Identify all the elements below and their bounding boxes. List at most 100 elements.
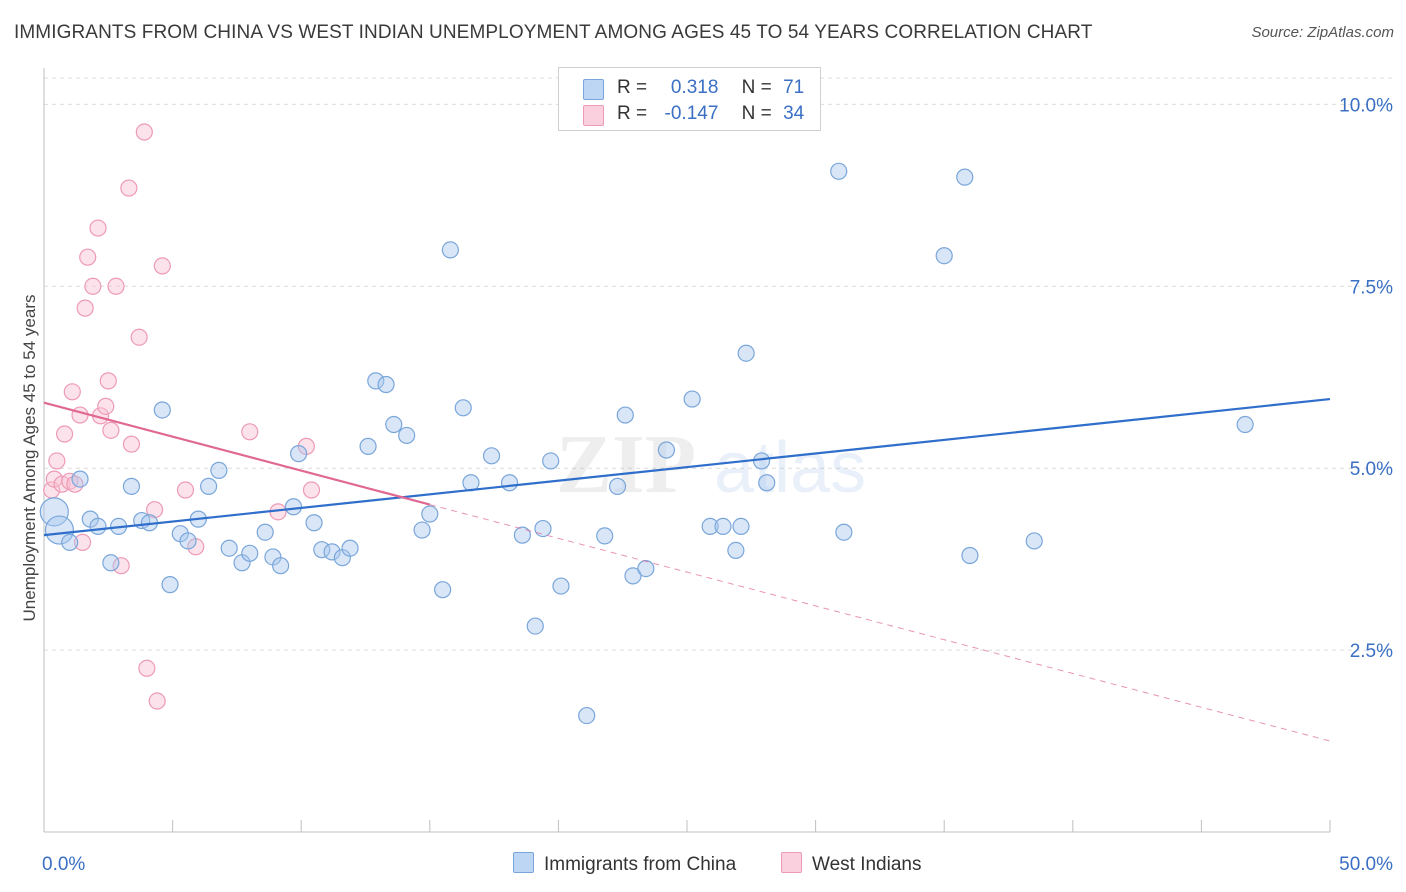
- legend-swatch-west-indians: [583, 105, 604, 126]
- west-indian-point: [130, 328, 148, 346]
- west-indian-point: [61, 472, 79, 490]
- china-point: [961, 546, 979, 565]
- bottom-legend-swatch-china: [513, 852, 534, 873]
- china-point: [161, 576, 179, 594]
- series-immigrants-from-china: [39, 162, 1254, 725]
- china-point: [220, 539, 238, 557]
- china-point: [256, 523, 274, 541]
- watermark: ZIP atlas: [556, 418, 866, 511]
- china-point: [752, 452, 771, 470]
- china-point: [624, 567, 642, 585]
- china-point: [241, 544, 259, 562]
- x-tick-label-min: 0.0%: [42, 854, 85, 875]
- china-point: [284, 498, 303, 516]
- x-tick-label-max: 50.0%: [1339, 854, 1393, 875]
- china-point: [39, 497, 69, 527]
- china-point: [89, 517, 107, 536]
- china-trend-line: [43, 397, 1331, 537]
- china-point: [657, 441, 676, 459]
- west-indian-point: [241, 423, 259, 441]
- legend-text-china: R = 0.318 N = 71: [617, 77, 805, 98]
- china-point: [534, 519, 552, 538]
- west-indian-point: [48, 452, 66, 470]
- china-point: [290, 445, 308, 463]
- west-indian-point: [122, 435, 141, 453]
- china-point: [305, 514, 323, 532]
- china-point: [210, 461, 228, 479]
- china-point: [323, 543, 341, 561]
- west-indian-trend-extension: [429, 504, 1331, 742]
- west-indian-point: [145, 501, 164, 519]
- china-point: [542, 452, 560, 470]
- china-point: [552, 577, 570, 595]
- bottom-legend-china: Immigrants from China: [513, 852, 736, 876]
- china-point: [441, 241, 459, 259]
- bottom-legend-swatch-west-indians: [781, 852, 802, 873]
- china-point: [513, 526, 531, 544]
- west-indian-trend-line: [43, 401, 431, 506]
- china-point: [102, 554, 120, 572]
- west-indian-point: [63, 383, 81, 401]
- china-point: [313, 541, 331, 559]
- chart-title: IMMIGRANTS FROM CHINA VS WEST INDIAN UNE…: [14, 22, 1093, 43]
- china-point: [398, 426, 416, 445]
- china-point: [830, 162, 848, 180]
- bottom-legend-label-west-indians: West Indians: [812, 854, 922, 875]
- china-point: [153, 401, 171, 419]
- china-point: [200, 477, 218, 495]
- china-point: [500, 474, 519, 492]
- source-label: Source: ZipAtlas.com: [1251, 24, 1394, 41]
- china-point: [683, 390, 701, 408]
- west-indian-point: [102, 421, 120, 439]
- china-point: [44, 515, 75, 545]
- china-point: [1025, 532, 1043, 550]
- china-point: [367, 372, 385, 390]
- china-point: [377, 375, 395, 394]
- china-point: [616, 406, 634, 424]
- west-indian-point: [176, 481, 195, 499]
- watermark-atlas: atlas: [714, 428, 866, 508]
- tick-labels: 2.5% 5.0% 7.5% 10.0% 0.0% 50.0%: [42, 95, 1393, 875]
- china-point: [413, 521, 431, 539]
- china-point: [737, 344, 755, 362]
- west-indian-point: [97, 397, 115, 415]
- china-point: [637, 560, 655, 578]
- legend-text-west-indians: R = -0.147 N = 34: [617, 103, 805, 124]
- west-indian-point: [302, 481, 321, 499]
- china-point: [179, 532, 197, 550]
- west-indian-point: [112, 557, 130, 575]
- china-point: [956, 168, 974, 186]
- china-point: [758, 474, 776, 492]
- china-point: [122, 477, 141, 495]
- legend-swatch-china: [583, 79, 604, 100]
- correlation-legend: R = 0.318 N = 71 R = -0.147 N = 34: [558, 67, 821, 131]
- west-indian-point: [138, 659, 156, 677]
- china-point: [341, 539, 359, 557]
- west-indian-point: [89, 219, 107, 237]
- west-indian-point: [120, 179, 138, 197]
- west-indian-point: [135, 123, 153, 141]
- china-point: [1236, 415, 1254, 434]
- china-point: [61, 533, 79, 552]
- y-tick-label: 7.5%: [1350, 277, 1393, 298]
- west-indian-point: [76, 299, 94, 317]
- west-indian-point: [73, 533, 92, 552]
- west-indian-point: [153, 257, 171, 275]
- west-indian-point: [71, 406, 89, 424]
- china-point: [71, 470, 89, 488]
- china-point: [596, 527, 614, 545]
- china-point: [359, 437, 377, 455]
- china-point: [714, 517, 732, 536]
- china-point: [385, 415, 403, 434]
- west-indian-point: [84, 277, 102, 295]
- china-point: [454, 399, 472, 417]
- china-point: [482, 447, 501, 465]
- china-point: [272, 557, 290, 575]
- axes: [43, 68, 1331, 833]
- west-indian-point: [79, 248, 97, 266]
- y-tick-label: 2.5%: [1350, 641, 1393, 662]
- y-tick-label: 10.0%: [1339, 95, 1393, 116]
- china-point: [526, 617, 544, 635]
- china-point: [701, 517, 719, 536]
